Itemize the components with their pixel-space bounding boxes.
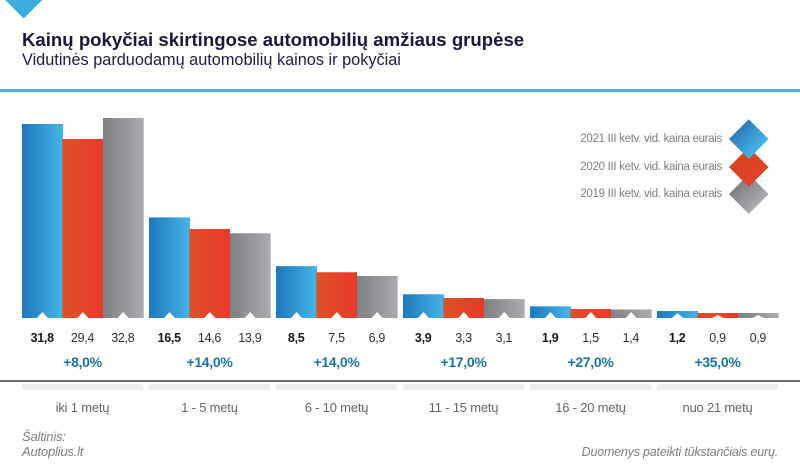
header-divider-line [0,89,800,92]
bar-value-label: 16,5 [157,331,181,345]
price-change-label: +27,0% [567,354,614,370]
bar-2021-5 [530,306,571,318]
price-change-label: +35,0% [694,354,741,370]
bar-value-label: 1,2 [668,331,686,345]
bar-2020-5 [570,309,611,318]
category-label: iki 1 metų [55,400,110,415]
category-label: 11 - 15 metų [428,400,499,415]
bar-2021-2 [149,217,190,318]
bar-value-label: 6,9 [368,331,386,345]
category-label: nuo 21 metų [682,400,753,415]
x-axis-line [0,380,800,382]
bar-value-label: 32,8 [111,331,135,345]
bar-2019-4 [484,299,525,318]
bar-2019-5 [611,309,652,318]
price-change-label: +8,0% [63,354,102,370]
legend-label: 2020 III ketv. vid. kaina eurais [580,160,722,173]
category-label: 6 - 10 metų [304,400,369,415]
bar-2019-1 [103,118,144,318]
category-label: 1 - 5 metų [181,400,238,415]
bar-2021-1 [22,124,63,318]
price-change-label: +17,0% [440,354,487,370]
bar-2020-4 [443,298,484,318]
page-title: Kainų pokyčiai skirtingose automobilių a… [22,29,525,50]
data-unit-note: Duomenys pateikti tūkstančiais eurų. [581,445,779,459]
bar-2019-2 [230,233,271,318]
bar-value-label: 7,5 [328,331,345,345]
bar-value-label: 0,9 [749,331,767,345]
bar-value-label: 3,9 [414,331,432,345]
bar-2021-4 [403,294,444,318]
legend-label: 2019 III ketv. vid. kaina eurais [580,188,722,200]
bar-value-label: 1,9 [541,331,559,345]
source-name: Autoplius.lt [22,444,84,459]
category-band [403,384,524,390]
category-label: 16 - 20 metų [555,400,626,415]
bar-value-label: 14,6 [197,331,222,345]
legend-label: 2021 III ketv. vid. kaina eurais [580,133,722,145]
price-change-label: +14,0% [186,354,233,370]
bar-value-label: 13,9 [238,331,262,345]
category-band [149,384,270,390]
bar-2019-6 [738,313,779,318]
source-label: Šaltinis: [22,429,66,444]
bar-value-label: 1,4 [622,331,640,345]
category-band [22,384,143,390]
category-band [657,384,778,390]
category-band [276,384,397,390]
bar-value-label: 3,3 [455,331,472,345]
bar-value-label: 3,1 [495,331,513,345]
bar-value-label: 8,5 [287,331,305,345]
bar-2021-3 [276,266,317,318]
bar-2020-2 [189,229,230,318]
bar-value-label: 0,9 [709,331,726,345]
bar-value-label: 29,4 [70,331,95,345]
bar-2020-3 [316,272,357,318]
bar-value-label: 1,5 [582,331,599,345]
bar-value-label: 31,8 [30,331,54,345]
bar-2020-1 [62,139,103,318]
bar-2020-6 [697,313,738,318]
category-band [530,384,651,390]
page-subtitle: Vidutinės parduodamų automobilių kainos … [22,51,401,69]
price-change-label: +14,0% [313,354,360,370]
bar-2019-3 [357,276,398,318]
bar-2021-6 [657,311,698,318]
